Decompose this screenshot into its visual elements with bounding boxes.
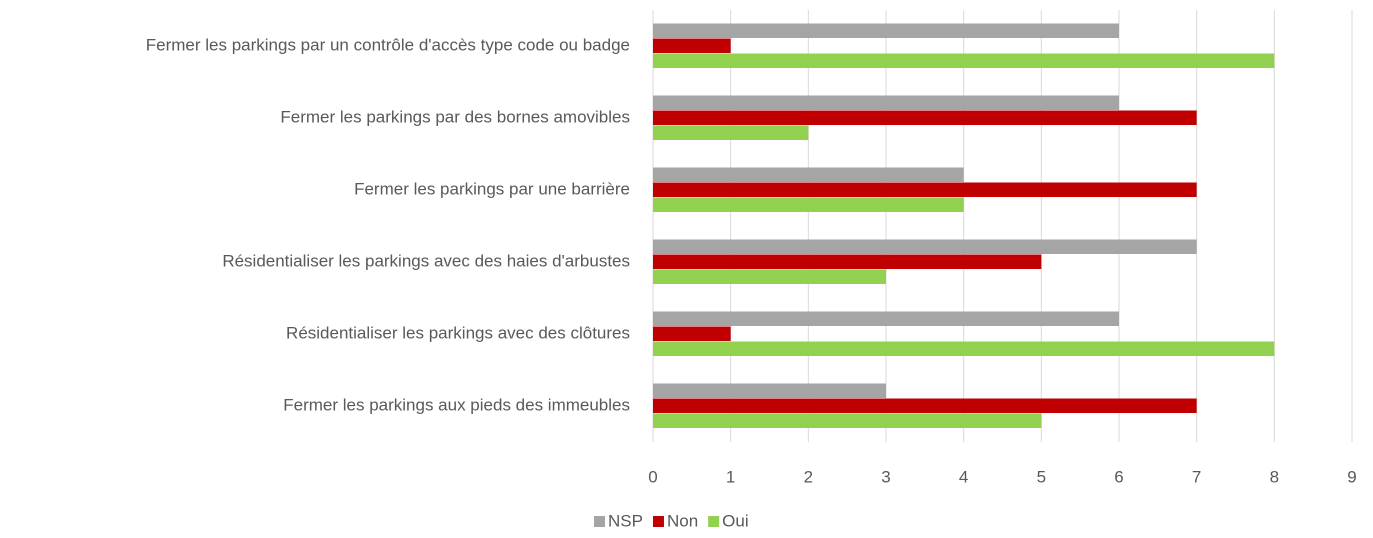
legend-label: Oui	[722, 511, 748, 530]
legend-swatch	[594, 516, 605, 527]
bar	[653, 95, 1119, 110]
x-tick-label: 7	[1192, 467, 1201, 486]
x-tick-label: 1	[726, 467, 735, 486]
bar	[653, 53, 1275, 68]
x-tick-label: 4	[959, 467, 968, 486]
y-tick-label: Fermer les parkings par des bornes amovi…	[280, 107, 630, 126]
bar	[653, 23, 1119, 38]
bar	[653, 326, 731, 341]
y-tick-label: Fermer les parkings par une barrière	[354, 179, 630, 198]
y-tick-label: Fermer les parkings par un contrôle d'ac…	[146, 35, 630, 54]
bar	[653, 383, 886, 398]
legend-label: Non	[667, 511, 698, 530]
bar	[653, 197, 964, 212]
x-tick-label: 0	[648, 467, 657, 486]
legend-swatch	[708, 516, 720, 527]
bar	[653, 398, 1197, 413]
y-tick-label: Résidentialiser les parkings avec des cl…	[286, 323, 630, 342]
x-tick-label: 3	[881, 467, 890, 486]
x-tick-label: 2	[804, 467, 813, 486]
x-tick-label: 5	[1037, 467, 1046, 486]
bar	[653, 167, 964, 182]
x-tick-label: 9	[1347, 467, 1356, 486]
bar	[653, 182, 1197, 197]
bar	[653, 413, 1042, 428]
bar	[653, 269, 886, 284]
y-tick-label: Résidentialiser les parkings avec des ha…	[222, 251, 630, 270]
bar	[653, 254, 1042, 269]
bar	[653, 38, 731, 53]
y-tick-label: Fermer les parkings aux pieds des immeub…	[283, 395, 630, 414]
legend-label: NSP	[608, 511, 643, 530]
bar	[653, 125, 809, 140]
bar	[653, 239, 1197, 254]
bar	[653, 341, 1275, 356]
bar	[653, 110, 1197, 125]
x-tick-label: 6	[1114, 467, 1123, 486]
legend-swatch	[652, 516, 664, 527]
bar	[653, 311, 1119, 326]
x-tick-label: 8	[1270, 467, 1279, 486]
